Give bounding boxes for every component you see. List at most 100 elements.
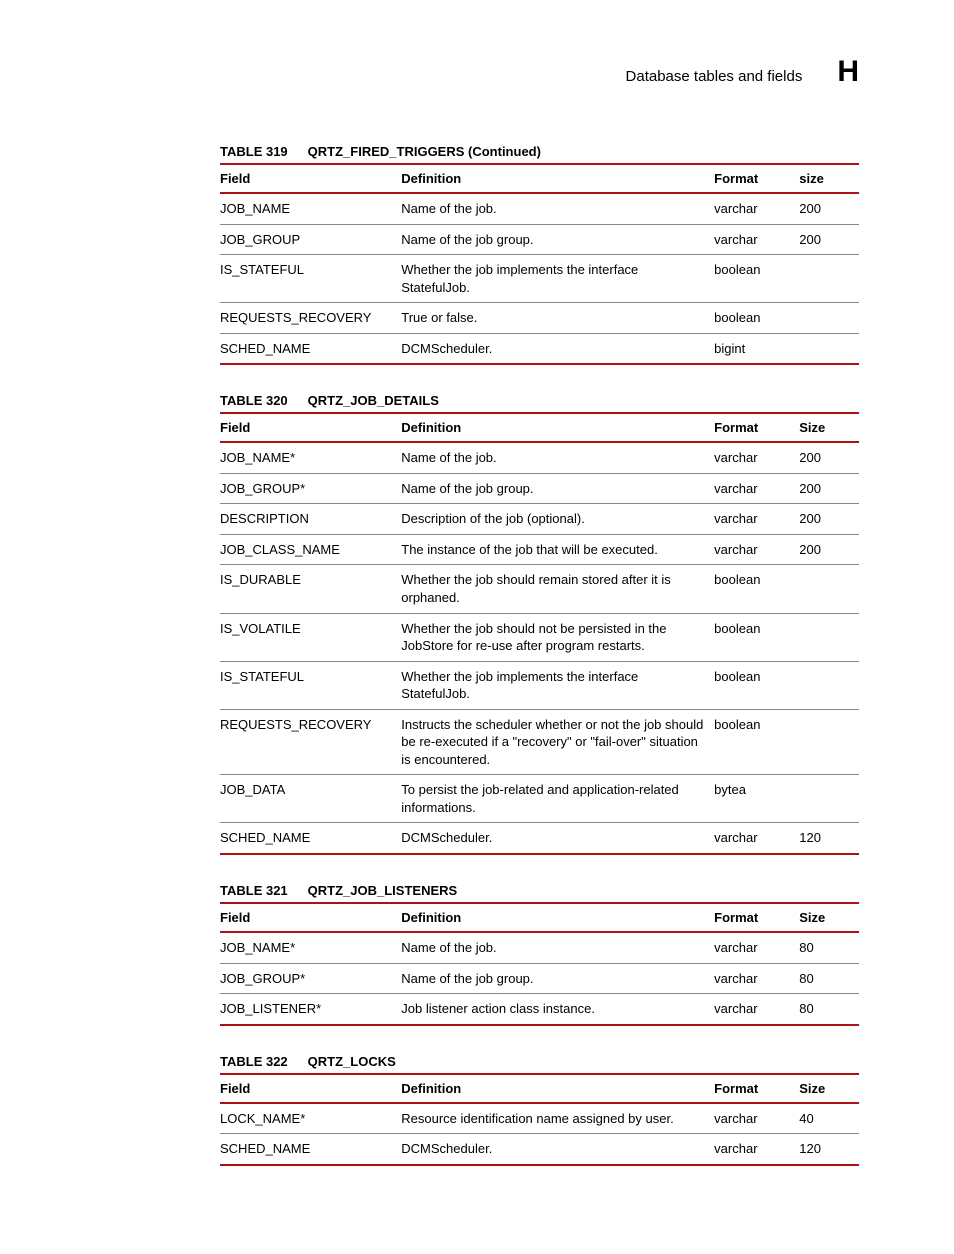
cell-field: LOCK_NAME* bbox=[220, 1103, 401, 1134]
cell-field: JOB_CLASS_NAME bbox=[220, 534, 401, 565]
cell-field: SCHED_NAME bbox=[220, 333, 401, 364]
table-number: TABLE 319 bbox=[220, 144, 288, 159]
cell-definition: Name of the job group. bbox=[401, 224, 714, 255]
cell-definition: Whether the job implements the interface… bbox=[401, 661, 714, 709]
tables-container: TABLE 319QRTZ_FIRED_TRIGGERS (Continued)… bbox=[220, 144, 859, 1166]
table-number: TABLE 321 bbox=[220, 883, 288, 898]
cell-field: REQUESTS_RECOVERY bbox=[220, 303, 401, 334]
cell-field: JOB_DATA bbox=[220, 775, 401, 823]
cell-format: varchar bbox=[714, 823, 799, 854]
cell-size bbox=[799, 333, 859, 364]
cell-definition: Name of the job group. bbox=[401, 473, 714, 504]
cell-definition: DCMScheduler. bbox=[401, 823, 714, 854]
cell-size: 200 bbox=[799, 534, 859, 565]
cell-field: JOB_NAME* bbox=[220, 932, 401, 963]
cell-definition: Whether the job implements the interface… bbox=[401, 255, 714, 303]
cell-field: DESCRIPTION bbox=[220, 504, 401, 535]
column-header-field: Field bbox=[220, 164, 401, 193]
cell-field: JOB_LISTENER* bbox=[220, 994, 401, 1025]
cell-definition: Resource identification name assigned by… bbox=[401, 1103, 714, 1134]
cell-field: IS_STATEFUL bbox=[220, 255, 401, 303]
header-section-letter: H bbox=[837, 55, 859, 89]
cell-size: 80 bbox=[799, 994, 859, 1025]
column-header-size: Size bbox=[799, 903, 859, 932]
cell-format: boolean bbox=[714, 661, 799, 709]
cell-size bbox=[799, 613, 859, 661]
cell-format: varchar bbox=[714, 193, 799, 224]
column-header-field: Field bbox=[220, 1074, 401, 1103]
cell-definition: Whether the job should not be persisted … bbox=[401, 613, 714, 661]
column-header-definition: Definition bbox=[401, 413, 714, 442]
cell-field: JOB_GROUP* bbox=[220, 963, 401, 994]
cell-field: IS_STATEFUL bbox=[220, 661, 401, 709]
cell-format: varchar bbox=[714, 1103, 799, 1134]
column-header-definition: Definition bbox=[401, 1074, 714, 1103]
table-name: QRTZ_JOB_DETAILS bbox=[308, 393, 439, 408]
table-row: SCHED_NAMEDCMScheduler.bigint bbox=[220, 333, 859, 364]
table-header-row: FieldDefinitionFormatSize bbox=[220, 413, 859, 442]
table-name: QRTZ_LOCKS bbox=[308, 1054, 396, 1069]
table-row: JOB_LISTENER*Job listener action class i… bbox=[220, 994, 859, 1025]
cell-format: varchar bbox=[714, 473, 799, 504]
table-caption: TABLE 319QRTZ_FIRED_TRIGGERS (Continued) bbox=[220, 144, 859, 159]
cell-size: 200 bbox=[799, 442, 859, 473]
cell-definition: To persist the job-related and applicati… bbox=[401, 775, 714, 823]
cell-size bbox=[799, 709, 859, 775]
table-row: REQUESTS_RECOVERYTrue or false.boolean bbox=[220, 303, 859, 334]
cell-field: REQUESTS_RECOVERY bbox=[220, 709, 401, 775]
schema-table: FieldDefinitionFormatSizeJOB_NAME*Name o… bbox=[220, 412, 859, 855]
schema-table-block: TABLE 320 QRTZ_JOB_DETAILS FieldDefinition… bbox=[220, 393, 859, 855]
cell-field: JOB_GROUP* bbox=[220, 473, 401, 504]
schema-table: FieldDefinitionFormatSizeLOCK_NAME*Resou… bbox=[220, 1073, 859, 1166]
cell-definition: Name of the job. bbox=[401, 193, 714, 224]
cell-size: 200 bbox=[799, 473, 859, 504]
page: Database tables and fields H TABLE 319QR… bbox=[0, 0, 954, 1254]
table-name: QRTZ_JOB_LISTENERS bbox=[308, 883, 458, 898]
cell-format: boolean bbox=[714, 303, 799, 334]
cell-format: varchar bbox=[714, 504, 799, 535]
column-header-size: Size bbox=[799, 1074, 859, 1103]
column-header-definition: Definition bbox=[401, 164, 714, 193]
table-row: IS_DURABLEWhether the job should remain … bbox=[220, 565, 859, 613]
cell-definition: Name of the job. bbox=[401, 442, 714, 473]
cell-format: varchar bbox=[714, 932, 799, 963]
cell-size bbox=[799, 661, 859, 709]
cell-format: bigint bbox=[714, 333, 799, 364]
cell-field: IS_VOLATILE bbox=[220, 613, 401, 661]
schema-table: FieldDefinitionFormatSizeJOB_NAME*Name o… bbox=[220, 902, 859, 1026]
cell-definition: Job listener action class instance. bbox=[401, 994, 714, 1025]
cell-definition: The instance of the job that will be exe… bbox=[401, 534, 714, 565]
cell-definition: True or false. bbox=[401, 303, 714, 334]
cell-definition: DCMScheduler. bbox=[401, 1134, 714, 1165]
table-row: JOB_GROUP*Name of the job group.varchar8… bbox=[220, 963, 859, 994]
cell-field: IS_DURABLE bbox=[220, 565, 401, 613]
cell-size bbox=[799, 565, 859, 613]
table-header-row: FieldDefinitionFormatsize bbox=[220, 164, 859, 193]
cell-format: bytea bbox=[714, 775, 799, 823]
table-row: LOCK_NAME*Resource identification name a… bbox=[220, 1103, 859, 1134]
header-title: Database tables and fields bbox=[626, 68, 803, 85]
cell-format: boolean bbox=[714, 565, 799, 613]
column-header-format: Format bbox=[714, 1074, 799, 1103]
table-number: TABLE 320 bbox=[220, 393, 288, 408]
cell-field: JOB_GROUP bbox=[220, 224, 401, 255]
cell-format: varchar bbox=[714, 224, 799, 255]
column-header-field: Field bbox=[220, 903, 401, 932]
table-row: JOB_GROUP*Name of the job group.varchar2… bbox=[220, 473, 859, 504]
schema-table-block: TABLE 322QRTZ_LOCKS FieldDefinitionFormat… bbox=[220, 1054, 859, 1166]
cell-format: varchar bbox=[714, 442, 799, 473]
cell-size: 120 bbox=[799, 1134, 859, 1165]
table-row: DESCRIPTIONDescription of the job (optio… bbox=[220, 504, 859, 535]
cell-format: varchar bbox=[714, 534, 799, 565]
table-header-row: FieldDefinitionFormatSize bbox=[220, 903, 859, 932]
cell-format: varchar bbox=[714, 1134, 799, 1165]
column-header-format: Format bbox=[714, 164, 799, 193]
cell-field: SCHED_NAME bbox=[220, 823, 401, 854]
table-row: IS_STATEFULWhether the job implements th… bbox=[220, 255, 859, 303]
table-caption: TABLE 320 QRTZ_JOB_DETAILS bbox=[220, 393, 859, 408]
cell-definition: Description of the job (optional). bbox=[401, 504, 714, 535]
table-caption: TABLE 322QRTZ_LOCKS bbox=[220, 1054, 859, 1069]
cell-field: JOB_NAME bbox=[220, 193, 401, 224]
column-header-definition: Definition bbox=[401, 903, 714, 932]
table-row: IS_VOLATILEWhether the job should not be… bbox=[220, 613, 859, 661]
